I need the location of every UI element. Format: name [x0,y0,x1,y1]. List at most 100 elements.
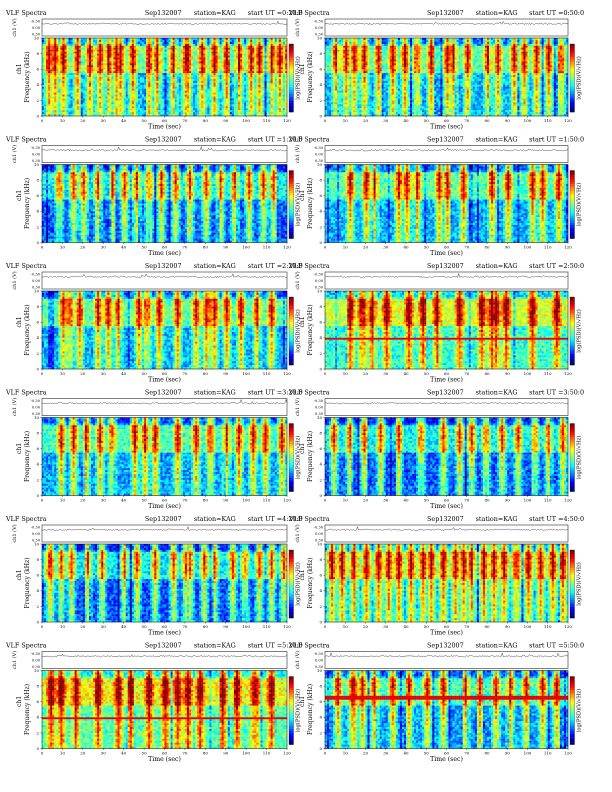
spectrogram-cell [99,71,101,73]
spectrogram-cell [64,100,66,102]
spectrogram-cell [60,63,62,65]
spectrogram-cell [91,100,93,102]
spectrogram-cell [85,54,87,56]
spectrogram-cell [99,67,101,69]
spectrogram-cell [97,58,99,60]
spectrogram-cell [52,102,54,104]
spectrogram-cell [81,85,83,87]
spectrogram-cell [60,108,62,110]
spectrogram-cell [71,95,73,97]
spectrogram-cell [69,44,71,46]
spectrogram-cell [60,93,62,95]
spectrogram-cell [93,89,95,91]
spectrogram-cell [93,95,95,97]
spectrogram-cell [62,65,64,67]
spectrogram-cell [62,89,64,91]
spectrogram-cell [89,85,91,87]
spectrogram-cell [71,100,73,102]
spectrogram-cell [64,69,66,71]
spectrogram-cell [81,97,83,99]
spectrogram-cell [75,48,77,50]
spectrogram-cell [71,89,73,91]
spectrogram-cell [101,91,103,93]
spectrogram-cell [67,69,69,71]
spectrogram-cell [54,67,56,69]
vlf-spectra-sheet: VLF Spectra Sep132007 station=KAG start UT … [0,0,612,792]
spectrogram-cell [107,56,109,58]
spectrogram-cell [52,75,54,77]
spectrogram-cell [58,63,60,65]
spectrogram-cell [79,73,81,75]
spectrogram-cell [42,77,44,79]
spectrogram-cell [69,58,71,60]
spectrogram-cell [67,87,69,89]
spectrogram-cell [75,50,77,52]
spectrogram-cell [64,58,66,60]
spectrogram-cell [93,38,95,40]
spectrogram-cell [103,106,105,108]
spectrogram-cell [54,83,56,85]
spectrogram-cell [85,91,87,93]
spectrogram-cell [54,77,56,79]
spectrogram-cell [48,58,50,60]
spectrogram-cell [48,85,50,87]
spectrogram-cell [58,42,60,44]
spectrogram-cell [105,73,107,75]
spectrogram-cell [54,73,56,75]
spectrogram-cell [107,58,109,60]
spectrogram-cell [93,106,95,108]
spectrogram-cell [87,52,89,54]
spectrogram-cell [46,97,48,99]
spectrogram-cell [89,93,91,95]
spectrogram-cell [69,71,71,73]
spectrogram-cell [54,104,56,106]
spectrogram-cell [48,104,50,106]
spectrogram-cell [67,59,69,61]
spectrogram-cell [85,77,87,79]
spectrogram-cell [46,104,48,106]
spectrogram-cell [42,59,44,61]
spectrogram-cell [99,48,101,50]
spectrogram-cell [46,75,48,77]
spectrogram-cell [56,69,58,71]
spectrogram-cell [71,40,73,42]
spectrogram-cell [54,100,56,102]
spectrogram-cell [44,79,46,81]
spectrogram-cell [64,50,66,52]
spectrogram-cell [73,59,75,61]
spectrogram-cell [101,67,103,69]
spectrogram-cell [93,110,95,112]
spectrogram-cell [105,77,107,79]
spectrogram-cell [69,110,71,112]
spectrogram-cell [87,87,89,89]
spectrogram-cell [46,77,48,79]
spectrogram-cell [71,48,73,50]
spectrogram-cell [97,38,99,40]
spectrogram-cell [58,75,60,77]
spectrogram-cell [58,91,60,93]
spectrogram-cell [54,42,56,44]
spectrogram-cell [42,98,44,100]
spectrogram-cell [54,89,56,91]
spectrogram-cell [67,65,69,67]
spectrogram-cell [73,87,75,89]
spectrogram-cell [97,110,99,112]
spectrogram-cell [67,46,69,48]
spectrogram-cell [71,71,73,73]
spectrogram-cell [95,100,97,102]
spectrogram-cell [79,89,81,91]
spectrogram-cell [42,40,44,42]
spectrogram-cell [73,63,75,65]
spectrogram-cell [64,73,66,75]
spectrogram-cell [89,63,91,65]
spectrogram-cell [91,98,93,100]
spectrogram-cell [54,108,56,110]
spectrogram-cell [56,87,58,89]
spectrogram-cell [85,112,87,114]
spectrogram-cell [95,93,97,95]
spectrogram-cell [44,40,46,42]
spectrogram-cell [48,52,50,54]
spectrogram-cell [105,93,107,95]
spectrogram-cell [52,61,54,63]
spectrogram-cell [75,69,77,71]
